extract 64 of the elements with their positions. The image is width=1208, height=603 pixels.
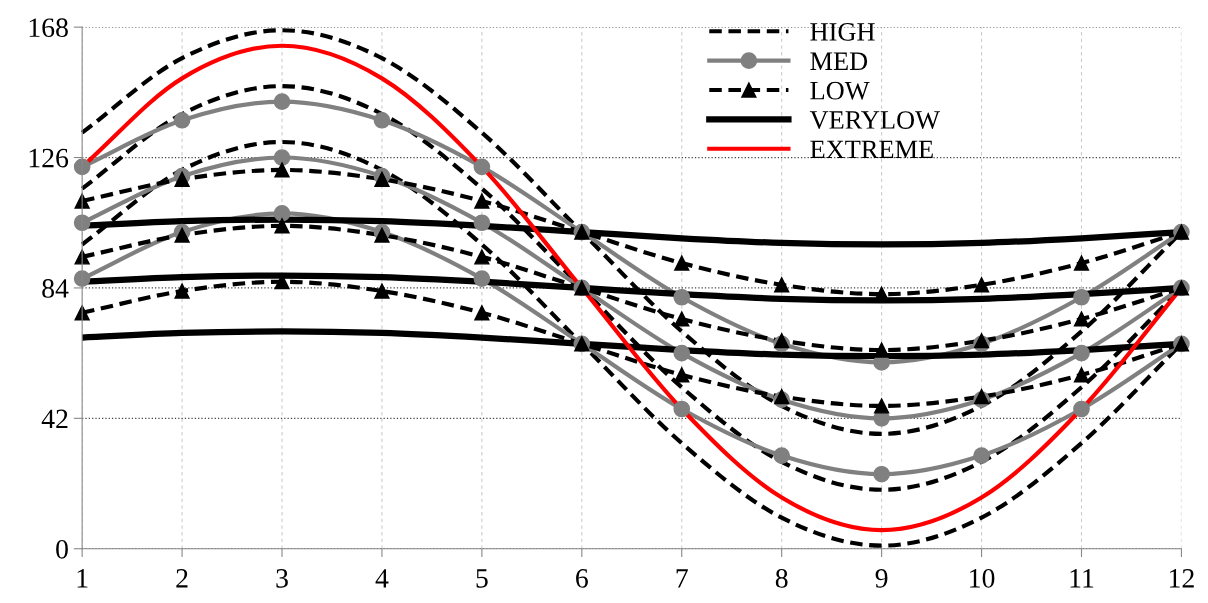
point (473, 214, 491, 232)
point (473, 158, 491, 176)
legend-label: EXTREME (810, 140, 933, 158)
x-tick-label: 2 (176, 569, 188, 588)
x-tick-label: 12 (1169, 569, 1194, 588)
y-tick-label: 126 (29, 148, 69, 168)
point (774, 388, 790, 405)
point (773, 447, 791, 464)
x-tick-label: 4 (375, 569, 389, 588)
point (774, 333, 790, 349)
point (673, 400, 691, 418)
x-tick-label: 1 (77, 569, 88, 588)
legend-label: VERYLOW (809, 111, 940, 130)
x-tick-label: 8 (775, 568, 788, 588)
point (873, 465, 890, 483)
point (774, 277, 790, 293)
x-tick-label: 6 (576, 569, 588, 588)
x-tick-label: 3 (276, 569, 288, 588)
point (1073, 288, 1090, 306)
point (1073, 311, 1090, 327)
point (174, 283, 190, 299)
point (374, 171, 390, 187)
point (174, 171, 190, 187)
x-tick-label: 7 (676, 569, 688, 588)
x-tick-label: 10 (970, 568, 995, 588)
legend-label: LOW (810, 81, 870, 100)
point (273, 93, 291, 110)
x-tick-label: 5 (476, 569, 488, 588)
point (373, 111, 391, 129)
point (1073, 400, 1090, 418)
point (673, 288, 691, 306)
point (673, 344, 691, 362)
point (973, 277, 990, 293)
y-tick-label: 168 (29, 18, 68, 38)
point (973, 333, 990, 349)
point (674, 311, 690, 327)
point (173, 111, 191, 129)
point (273, 149, 291, 166)
x-tick-label: 11 (1070, 569, 1094, 588)
point (1073, 344, 1090, 362)
point (973, 447, 990, 464)
point (274, 218, 290, 234)
point (374, 283, 390, 299)
y-tick-label: 0 (56, 539, 68, 559)
x-tick-label: 9 (875, 569, 888, 588)
point (1073, 367, 1090, 383)
legend-label: MED (810, 52, 868, 70)
point (674, 367, 690, 383)
point (873, 398, 890, 414)
point (1073, 255, 1090, 271)
point (474, 305, 490, 321)
y-tick-label: 84 (42, 279, 69, 298)
y-tick-label: 42 (41, 409, 68, 428)
point (374, 227, 390, 243)
point (274, 162, 290, 178)
point (174, 227, 190, 243)
point (473, 270, 491, 287)
point (973, 388, 990, 405)
legend-label: HIGH (810, 23, 875, 41)
point (474, 193, 490, 209)
point (674, 255, 690, 271)
point (273, 205, 291, 222)
point (873, 342, 890, 358)
point (474, 249, 490, 265)
